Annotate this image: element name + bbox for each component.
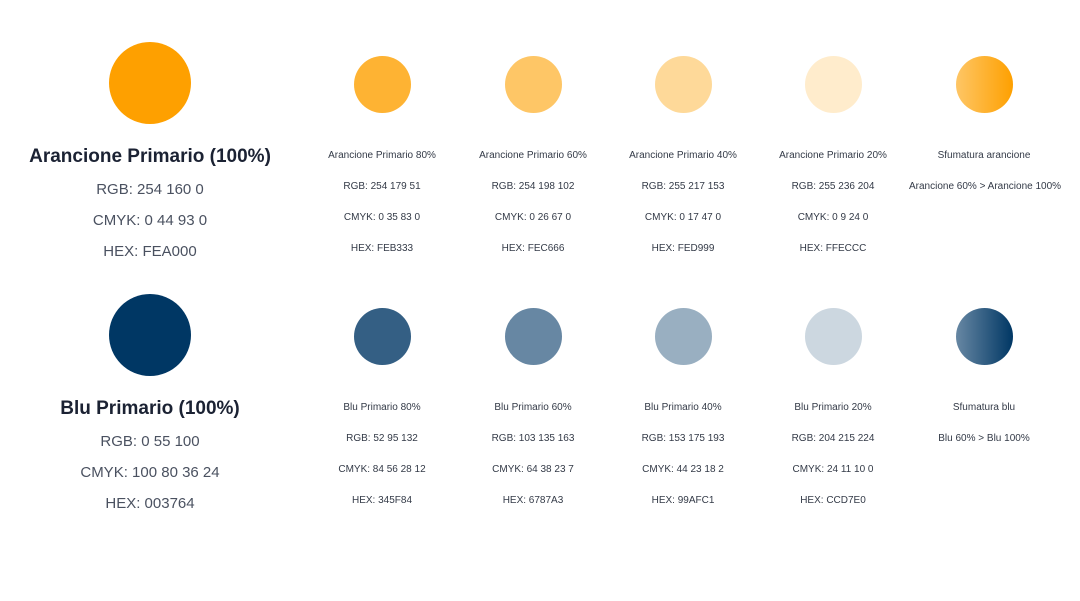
orange-tint-80-rgb: RGB: 254 179 51 (343, 181, 421, 192)
orange-tint-40-name: Arancione Primario 40% (629, 150, 737, 161)
blue-gradient-circle (955, 308, 1013, 365)
blue-tint-20-circle (804, 308, 862, 365)
blue-primary-title: Blu Primario (100%) (60, 398, 240, 419)
blue-primary-cmyk: CMYK: 100 80 36 24 (80, 464, 220, 481)
orange-tint-20-hex: HEX: FFECCC (799, 243, 867, 254)
orange-tint-60: Arancione Primario 60% RGB: 254 198 102 … (458, 56, 608, 255)
blue-tint-40-name: Blu Primario 40% (644, 402, 722, 413)
orange-tint-60-cmyk: CMYK: 0 26 67 0 (494, 212, 572, 223)
blue-tint-60-cmyk: CMYK: 64 38 23 7 (492, 464, 574, 475)
blue-tint-40-cmyk: CMYK: 44 23 18 2 (642, 464, 724, 475)
blue-tint-20: Blu Primario 20% RGB: 204 215 224 CMYK: … (758, 308, 908, 507)
blue-tint-60-circle (504, 308, 562, 365)
orange-tint-40: Arancione Primario 40% RGB: 255 217 153 … (608, 56, 758, 255)
orange-tint-20-rgb: RGB: 255 236 204 (791, 181, 875, 192)
orange-primary-cmyk: CMYK: 0 44 93 0 (92, 212, 208, 229)
orange-tint-20-name: Arancione Primario 20% (779, 150, 887, 161)
blue-primary-hex: HEX: 003764 (105, 495, 195, 512)
orange-tint-80-hex: HEX: FEB333 (350, 243, 414, 254)
blue-tint-40-rgb: RGB: 153 175 193 (641, 433, 725, 444)
orange-gradient-desc: Arancione 60% > Arancione 100% (909, 181, 1062, 192)
orange-tint-20-circle (804, 56, 862, 113)
blue-tint-80-name: Blu Primario 80% (343, 402, 421, 413)
blue-primary-circle (109, 294, 191, 376)
blue-tint-60: Blu Primario 60% RGB: 103 135 163 CMYK: … (458, 308, 608, 507)
orange-tint-80-cmyk: CMYK: 0 35 83 0 (343, 212, 421, 223)
blue-tint-20-rgb: RGB: 204 215 224 (791, 433, 875, 444)
orange-tint-60-circle (504, 56, 562, 113)
blue-primary-rgb: RGB: 0 55 100 (100, 433, 200, 450)
blue-tint-80-rgb: RGB: 52 95 132 (346, 433, 418, 444)
orange-tint-80: Arancione Primario 80% RGB: 254 179 51 C… (307, 56, 457, 255)
orange-gradient-name: Sfumatura arancione (937, 150, 1031, 161)
orange-tint-40-hex: HEX: FED999 (651, 243, 715, 254)
blue-tint-80-circle (353, 308, 411, 365)
blue-tint-40: Blu Primario 40% RGB: 153 175 193 CMYK: … (608, 308, 758, 507)
orange-tint-20: Arancione Primario 20% RGB: 255 236 204 … (758, 56, 908, 255)
orange-tint-20-cmyk: CMYK: 0 9 24 0 (797, 212, 869, 223)
blue-primary-swatch: Blu Primario (100%) RGB: 0 55 100 CMYK: … (0, 294, 300, 519)
blue-tint-60-hex: HEX: 6787A3 (502, 495, 564, 506)
blue-tint-60-rgb: RGB: 103 135 163 (491, 433, 575, 444)
orange-tint-40-rgb: RGB: 255 217 153 (641, 181, 725, 192)
orange-primary-title: Arancione Primario (100%) (29, 146, 271, 167)
orange-tint-60-hex: HEX: FEC666 (501, 243, 565, 254)
orange-primary-swatch: Arancione Primario (100%) RGB: 254 160 0… (0, 42, 300, 267)
blue-tint-80-cmyk: CMYK: 84 56 28 12 (338, 464, 426, 475)
blue-tint-20-hex: HEX: CCD7E0 (800, 495, 866, 506)
orange-gradient-swatch: Sfumatura arancione Arancione 60% > Aran… (909, 56, 1062, 193)
blue-tint-40-circle (654, 308, 712, 365)
orange-tint-60-name: Arancione Primario 60% (479, 150, 587, 161)
orange-gradient-circle (955, 56, 1013, 113)
blue-tint-20-name: Blu Primario 20% (794, 402, 872, 413)
orange-tint-40-circle (654, 56, 712, 113)
blue-gradient-name: Sfumatura blu (952, 402, 1016, 413)
blue-tint-60-name: Blu Primario 60% (494, 402, 572, 413)
orange-tint-80-name: Arancione Primario 80% (328, 150, 436, 161)
orange-tint-80-circle (353, 56, 411, 113)
orange-tint-60-rgb: RGB: 254 198 102 (491, 181, 575, 192)
orange-primary-hex: HEX: FEA000 (103, 243, 197, 260)
blue-gradient-swatch: Sfumatura blu Blu 60% > Blu 100% (909, 308, 1059, 445)
blue-tint-80-hex: HEX: 345F84 (351, 495, 413, 506)
orange-primary-circle (109, 42, 191, 124)
blue-tint-80: Blu Primario 80% RGB: 52 95 132 CMYK: 84… (307, 308, 457, 507)
blue-gradient-desc: Blu 60% > Blu 100% (938, 433, 1030, 444)
orange-tint-40-cmyk: CMYK: 0 17 47 0 (644, 212, 722, 223)
blue-tint-40-hex: HEX: 99AFC1 (651, 495, 715, 506)
blue-tint-20-cmyk: CMYK: 24 11 10 0 (792, 464, 874, 475)
orange-primary-rgb: RGB: 254 160 0 (96, 181, 204, 198)
